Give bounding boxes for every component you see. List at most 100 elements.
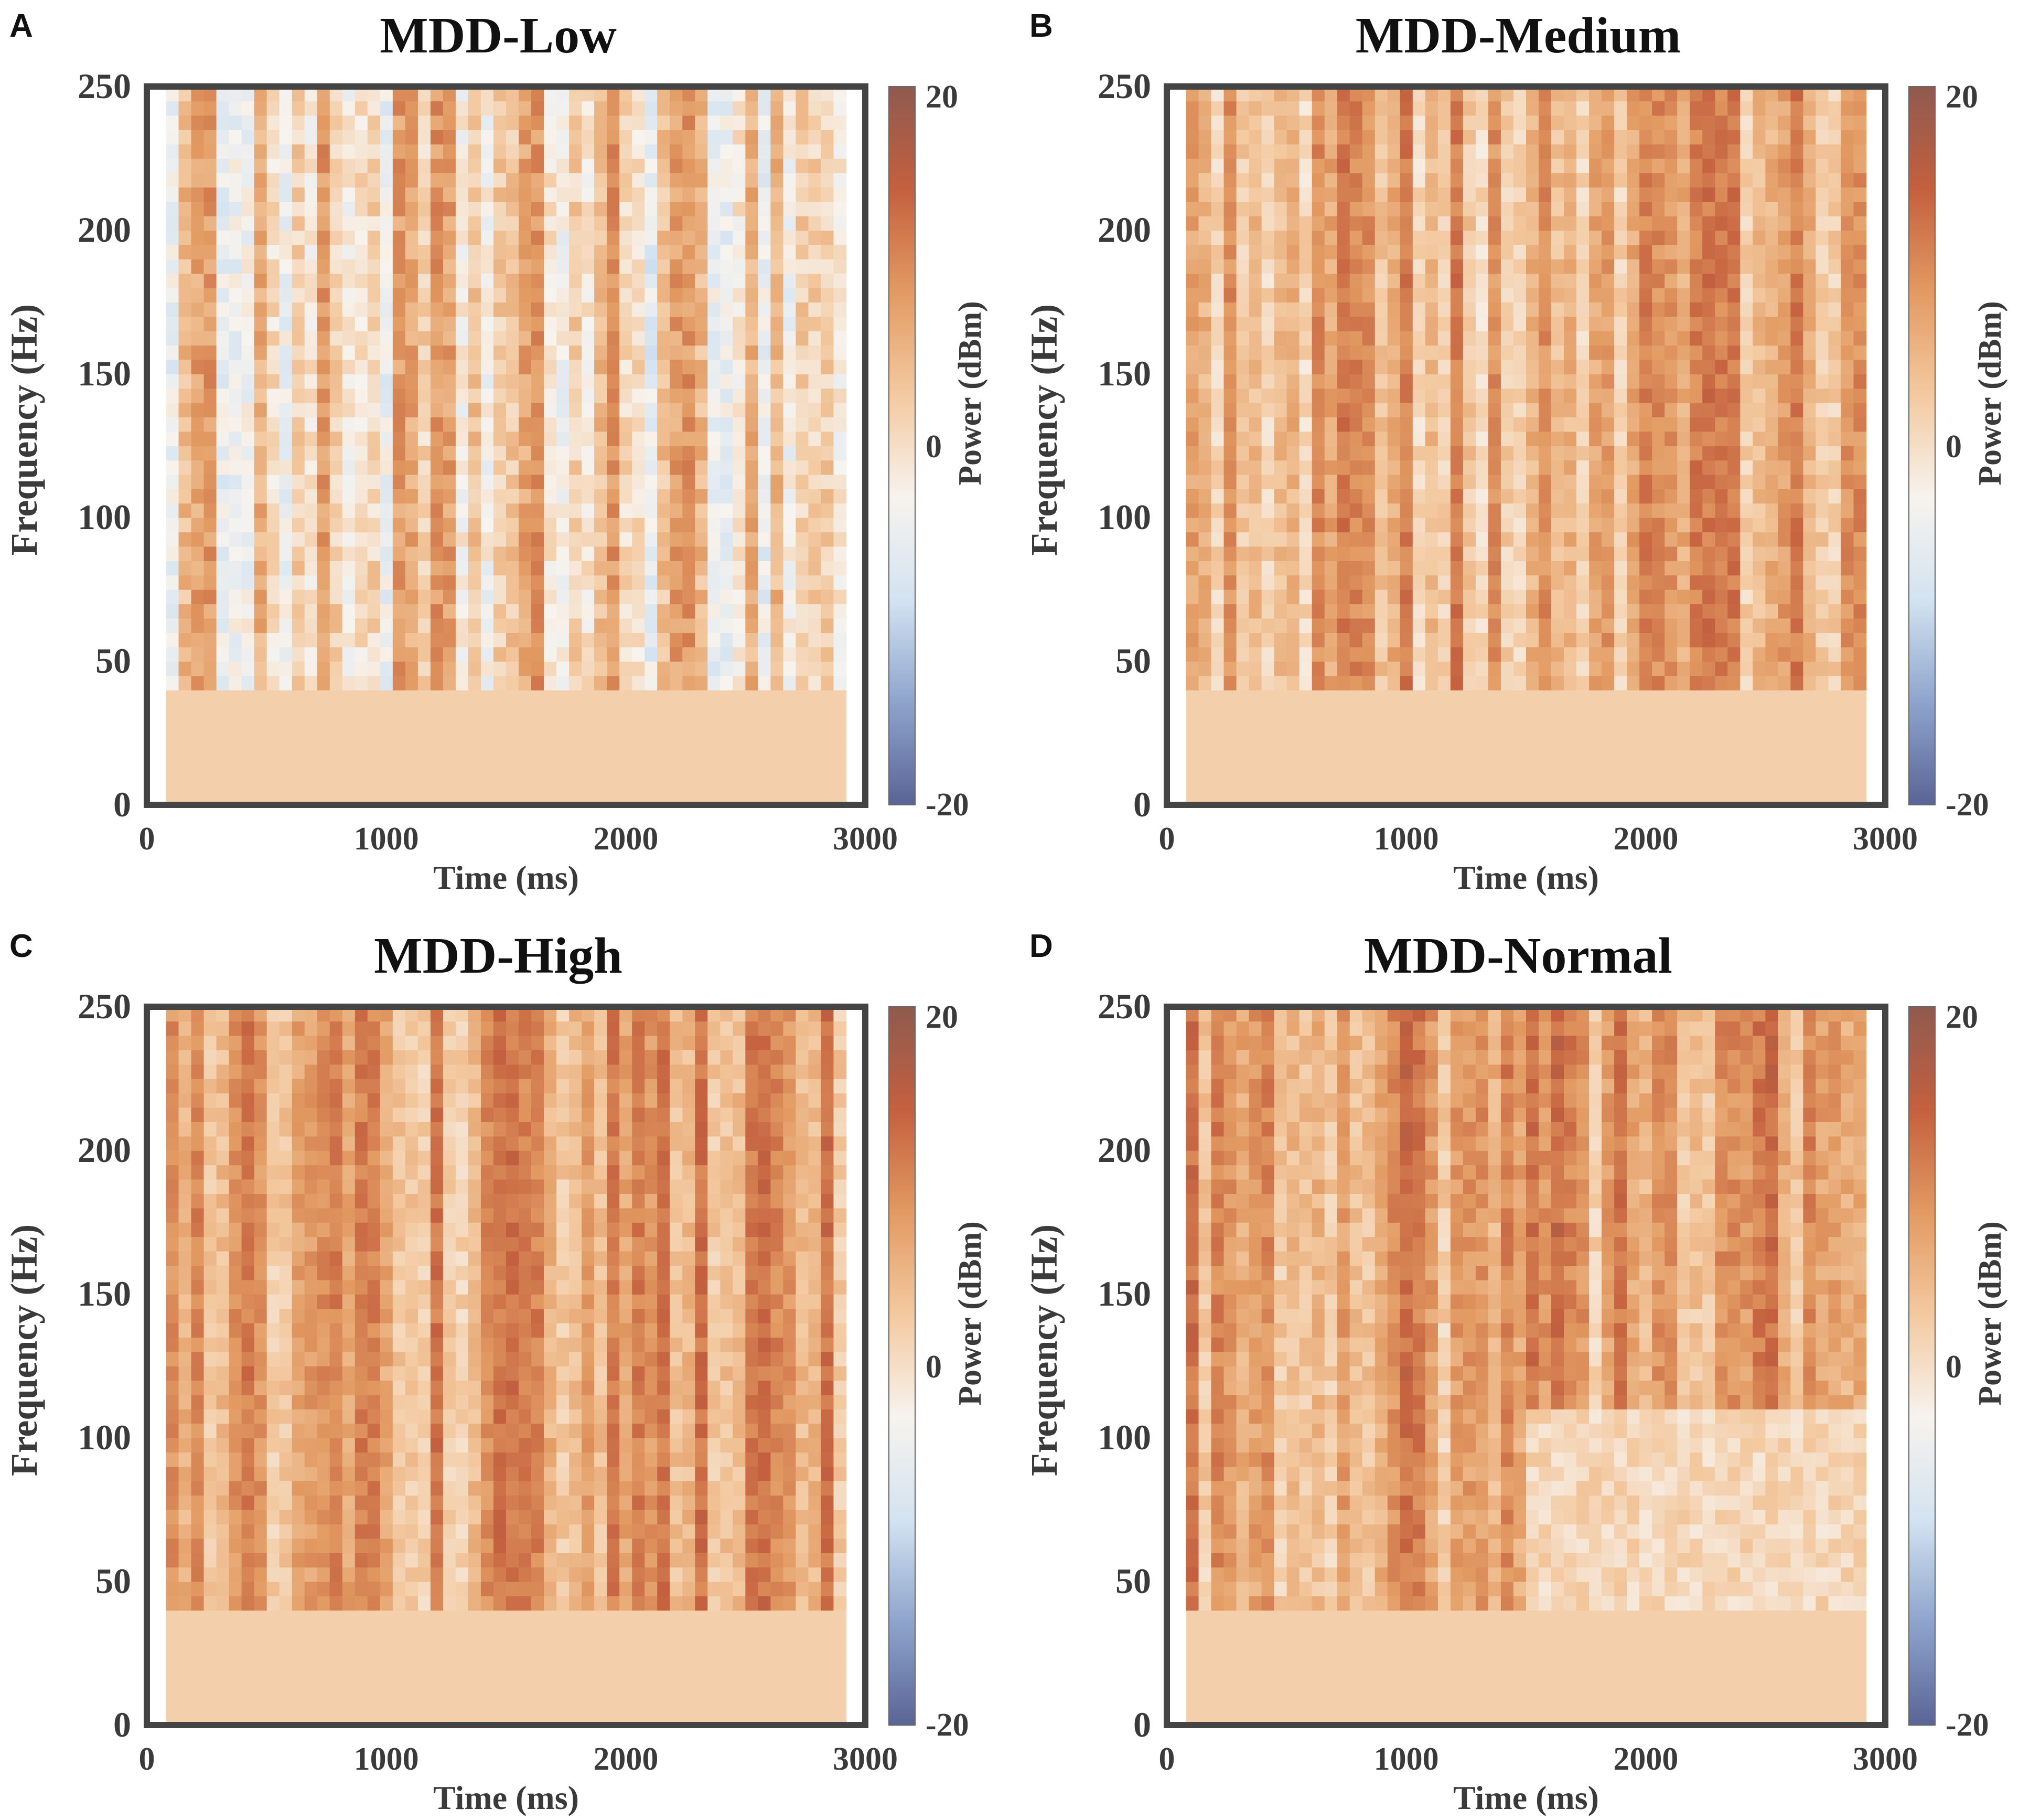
heatmap-cell: [531, 230, 544, 245]
heatmap-cell: [367, 201, 381, 217]
heatmap-cell: [1412, 402, 1426, 417]
heatmap-cell: [670, 675, 683, 691]
heatmap-cell: [1223, 273, 1237, 288]
heatmap-cell: [1652, 690, 1665, 705]
heatmap-cell: [1614, 747, 1627, 762]
heatmap-cell: [380, 330, 393, 346]
heatmap-cell: [556, 474, 570, 489]
heatmap-cell: [203, 632, 217, 648]
heatmap-cell: [1186, 144, 1199, 159]
heatmap-cell: [493, 460, 507, 475]
heatmap-cell: [745, 273, 759, 288]
heatmap-cell: [733, 747, 746, 762]
heatmap-cell: [758, 733, 771, 748]
heatmap-cell: [682, 632, 696, 648]
heatmap-cell: [1614, 158, 1627, 174]
heatmap-cell: [594, 503, 607, 518]
heatmap-cell: [1639, 718, 1652, 734]
heatmap-cell: [480, 158, 494, 174]
heatmap-cell: [392, 704, 406, 719]
heatmap-cell: [166, 589, 179, 605]
heatmap-cell: [531, 201, 544, 217]
heatmap-cell: [1589, 431, 1602, 446]
heatmap-cell: [1526, 388, 1539, 403]
heatmap-cell: [720, 503, 734, 518]
heatmap-cell: [770, 604, 784, 619]
heatmap-cell: [1412, 776, 1426, 791]
heatmap-cell: [1299, 776, 1313, 791]
heatmap-cell: [594, 402, 607, 417]
heatmap-cell: [1539, 661, 1552, 676]
heatmap-cell: [783, 345, 797, 360]
heatmap-cell: [1437, 546, 1451, 561]
heatmap-cell: [455, 173, 469, 188]
heatmap-cell: [1690, 173, 1703, 188]
heatmap-cell: [733, 244, 746, 260]
heatmap-cell: [266, 359, 280, 374]
heatmap-cell: [178, 359, 192, 374]
heatmap-cell: [531, 316, 544, 331]
heatmap-cell: [758, 647, 771, 662]
heatmap-cell: [1211, 718, 1225, 734]
heatmap-cell: [1425, 173, 1438, 188]
heatmap-cell: [619, 302, 632, 317]
heatmap-cell: [695, 359, 708, 374]
heatmap-cell: [1286, 144, 1300, 159]
heatmap-cell: [1425, 230, 1438, 245]
heatmap-cell: [392, 675, 406, 691]
heatmap-cell: [493, 690, 507, 705]
heatmap-cell: [657, 675, 671, 691]
heatmap-cell: [1513, 374, 1527, 389]
heatmap-cell: [203, 273, 217, 288]
heatmap-cell: [229, 704, 242, 719]
heatmap-cell: [645, 417, 658, 432]
heatmap-cell: [1450, 316, 1464, 331]
heatmap-cell: [1211, 173, 1225, 188]
heatmap-cell: [355, 388, 368, 403]
heatmap-cell: [304, 776, 318, 791]
heatmap-cell: [720, 244, 734, 260]
heatmap-cell: [1450, 388, 1464, 403]
heatmap-cell: [1437, 230, 1451, 245]
heatmap-cell: [355, 532, 368, 547]
heatmap-cell: [1488, 532, 1501, 547]
heatmap-cell: [229, 287, 242, 303]
heatmap-cell: [1312, 733, 1325, 748]
heatmap-cell: [808, 446, 822, 461]
heatmap-cell: [443, 259, 456, 274]
heatmap-cell: [796, 675, 809, 691]
heatmap-cell: [1677, 302, 1691, 317]
heatmap-cell: [619, 489, 632, 504]
heatmap-cell: [1211, 776, 1225, 791]
heatmap-cell: [1299, 287, 1313, 303]
heatmap-cell: [1249, 518, 1262, 533]
heatmap-cell: [1589, 733, 1602, 748]
heatmap-cell: [1639, 446, 1652, 461]
heatmap-cell: [607, 158, 620, 174]
heatmap-cell: [1337, 244, 1350, 260]
heatmap-cell: [1627, 273, 1640, 288]
heatmap-cell: [1702, 345, 1716, 360]
heatmap-cell: [443, 216, 456, 231]
heatmap-cell: [1223, 747, 1237, 762]
heatmap-cell: [1362, 776, 1376, 791]
heatmap-cell: [657, 144, 671, 159]
heatmap-cell: [493, 287, 507, 303]
heatmap-cell: [1627, 704, 1640, 719]
heatmap-cell: [1715, 273, 1728, 288]
heatmap-cell: [493, 618, 507, 633]
heatmap-cell: [1627, 359, 1640, 374]
heatmap-cell: [569, 417, 582, 432]
heatmap-cell: [808, 632, 822, 648]
heatmap-cell: [1627, 115, 1640, 130]
heatmap-cell: [480, 273, 494, 288]
heatmap-cell: [1639, 316, 1652, 331]
heatmap-cell: [569, 532, 582, 547]
heatmap-cell: [1576, 761, 1590, 777]
heatmap-cell: [632, 330, 645, 346]
heatmap-cell: [1715, 330, 1728, 346]
heatmap-cell: [455, 201, 469, 217]
heatmap-cell: [392, 287, 406, 303]
heatmap-cell: [1677, 230, 1691, 245]
heatmap-cell: [1400, 561, 1413, 576]
